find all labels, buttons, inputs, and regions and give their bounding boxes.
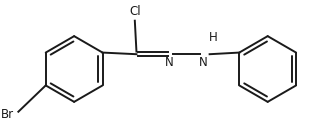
Text: Br: Br	[1, 108, 15, 121]
Text: Cl: Cl	[129, 5, 141, 18]
Text: H: H	[209, 31, 217, 44]
Text: N: N	[199, 56, 208, 69]
Text: N: N	[165, 56, 174, 69]
